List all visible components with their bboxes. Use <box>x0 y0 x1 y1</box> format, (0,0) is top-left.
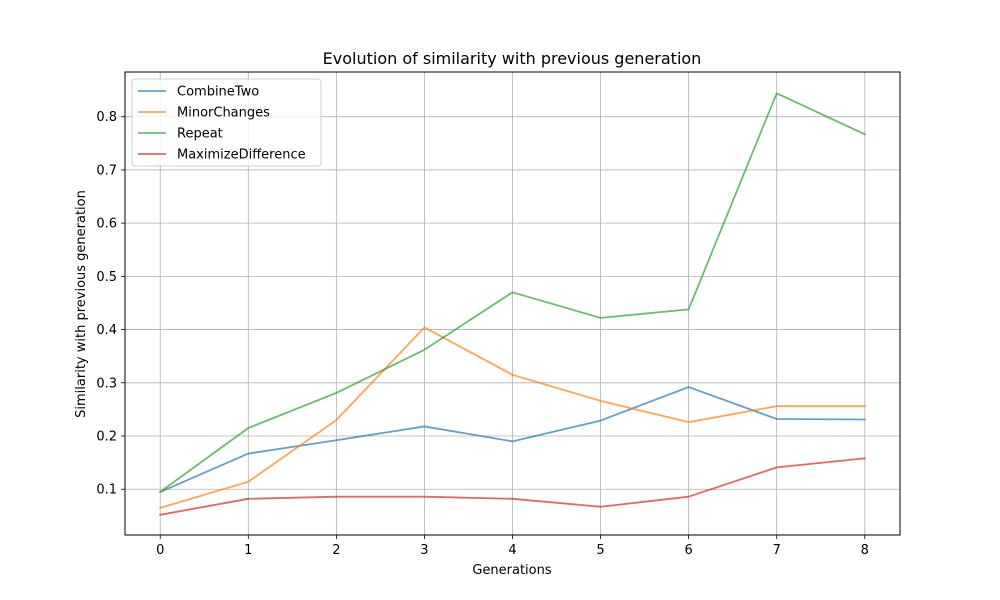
x-tick-label: 1 <box>244 543 252 558</box>
x-tick-label: 8 <box>861 543 869 558</box>
grid-lines <box>125 72 900 535</box>
x-axis-ticks: 0 1 2 3 4 5 6 7 8 <box>156 535 869 558</box>
legend-box <box>131 78 322 167</box>
y-tick-label: 0.3 <box>96 376 117 391</box>
y-tick-label: 0.6 <box>96 217 117 232</box>
legend-label-maximize-difference: MaximizeDifference <box>177 148 306 163</box>
x-axis-title: Generations <box>472 563 552 578</box>
x-tick-label: 4 <box>508 543 516 558</box>
y-tick-label: 0.2 <box>96 430 117 445</box>
series-line-combine-two <box>159 386 866 494</box>
series-lines <box>158 92 866 516</box>
y-axis-title: Similarity with previous generation <box>74 190 89 418</box>
chart-title: Evolution of similarity with previous ge… <box>323 49 702 68</box>
x-tick-label: 5 <box>596 543 604 558</box>
y-tick-label: 0.1 <box>96 483 117 498</box>
y-axis-ticks: 0.1 0.2 0.3 0.4 0.5 0.6 0.7 0.8 <box>96 110 125 498</box>
series-line-minor-changes <box>159 326 866 509</box>
x-tick-label: 2 <box>332 543 340 558</box>
legend: CombineTwo MinorChanges Repeat MaximizeDiff… <box>131 78 322 167</box>
y-tick-label: 0.8 <box>96 110 117 125</box>
series-line-maximize-difference <box>159 457 866 516</box>
x-tick-label: 6 <box>684 543 692 558</box>
x-tick-label: 7 <box>773 543 781 558</box>
series-line-repeat <box>158 92 866 494</box>
legend-label-minor-changes: MinorChanges <box>177 106 270 121</box>
x-tick-label: 0 <box>156 543 164 558</box>
y-tick-label: 0.4 <box>96 323 117 338</box>
x-tick-label: 3 <box>420 543 428 558</box>
legend-label-combine-two: CombineTwo <box>177 85 259 100</box>
y-tick-label: 0.7 <box>96 163 117 178</box>
y-tick-label: 0.5 <box>96 270 117 285</box>
legend-label-repeat: Repeat <box>177 127 223 142</box>
